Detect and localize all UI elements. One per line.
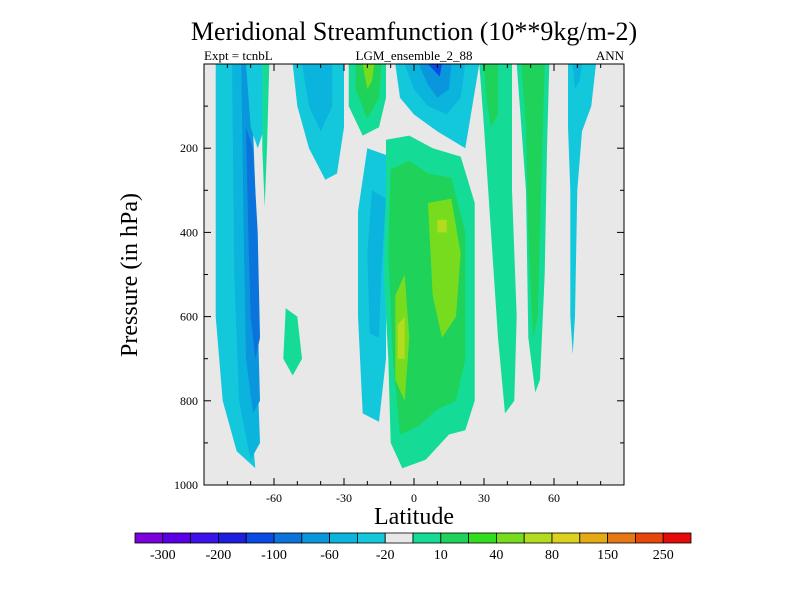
x-tick-label-2: 0	[411, 491, 417, 505]
subtitle-right: ANN	[596, 48, 625, 63]
contour-region-11	[362, 64, 375, 90]
colorbar-box-10	[412, 532, 442, 544]
colorbar-label-3: -60	[320, 548, 339, 563]
colorbar-label-5: 10	[434, 548, 448, 563]
colorbar-box-0	[134, 532, 164, 544]
y-tick-label-0: 200	[180, 141, 198, 155]
contour-region-27	[521, 64, 545, 338]
colorbar-box-9	[384, 532, 414, 544]
x-axis-label: Latitude	[374, 504, 454, 530]
colorbar-label-9: 250	[653, 548, 674, 563]
colorbar-box-1	[162, 532, 192, 544]
x-tick-label-1: -30	[336, 491, 352, 505]
colorbar-label-4: -20	[376, 548, 395, 563]
colorbar-box-6	[301, 532, 330, 544]
y-axis-ticks: 200 400 600 800 1000	[174, 105, 624, 492]
colorbar-box-14	[523, 532, 553, 544]
colorbar-box-16	[579, 532, 608, 544]
contour-region-17	[367, 190, 386, 338]
y-tick-label-1: 400	[180, 225, 198, 239]
contour-region-4	[246, 64, 265, 149]
colorbar-label-7: 80	[545, 548, 559, 563]
x-tick-label-4: 60	[548, 491, 560, 505]
contour-region-14	[418, 64, 452, 98]
colorbar-label-0: -300	[150, 548, 176, 563]
colorbar-box-15	[551, 532, 581, 544]
contour-region-21	[428, 198, 461, 338]
contour-region-29	[572, 64, 582, 90]
colorbar-label-8: 150	[597, 548, 618, 563]
colorbar-box-12	[468, 532, 497, 544]
colorbar-box-8	[356, 532, 386, 544]
y-tick-label-2: 600	[180, 310, 198, 324]
colorbar	[134, 532, 692, 544]
contour-regions	[215, 64, 596, 469]
contour-region-28	[568, 64, 596, 355]
colorbar-box-13	[495, 532, 525, 544]
subtitle-center: LGM_ensemble_2_88	[356, 48, 473, 63]
colorbar-box-11	[440, 532, 469, 544]
x-tick-label-3: 30	[478, 491, 490, 505]
contour-region-10	[355, 64, 382, 119]
colorbar-box-19	[662, 532, 692, 544]
colorbar-box-5	[273, 532, 303, 544]
colorbar-box-18	[635, 532, 664, 544]
colorbar-box-4	[245, 532, 275, 544]
colorbar-labels: -300 -200 -100 -60 -20 10 40 80 150 250	[150, 548, 674, 563]
contour-region-8	[283, 308, 302, 376]
x-tick-label-0: -60	[266, 491, 282, 505]
contour-region-23	[397, 316, 405, 359]
contour-region-3	[246, 127, 260, 359]
colorbar-box-3	[217, 532, 247, 544]
contour-region-5	[262, 64, 270, 208]
contour-region-22	[437, 219, 447, 233]
colorbar-label-1: -200	[206, 548, 232, 563]
y-tick-label-4: 1000	[174, 478, 198, 492]
subtitle-left: Expt = tcnbL	[204, 48, 273, 63]
colorbar-box-17	[607, 532, 636, 544]
chart-title: Meridional Streamfunction (10**9kg/m-2)	[191, 17, 637, 46]
colorbar-box-2	[190, 532, 219, 544]
plot-area	[204, 64, 624, 485]
colorbar-label-2: -100	[261, 548, 287, 563]
contour-region-7	[302, 64, 333, 132]
contour-region-25	[484, 64, 498, 128]
contour-region-24	[479, 64, 517, 414]
x-axis-ticks: -60 -30 0 30 60	[226, 64, 602, 505]
colorbar-box-7	[329, 532, 358, 544]
y-tick-label-3: 800	[180, 394, 198, 408]
contour-region-15	[428, 64, 442, 77]
y-axis-label: Pressure (in hPa)	[117, 193, 143, 357]
colorbar-label-6: 40	[489, 548, 503, 563]
